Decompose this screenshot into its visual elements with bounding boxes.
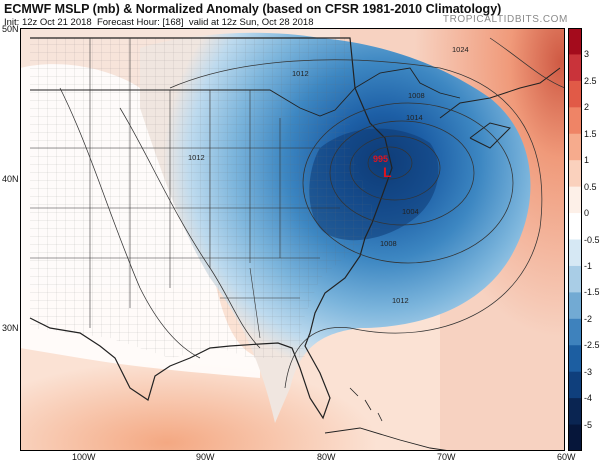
isobar-label-1008-s: 1008 xyxy=(380,239,397,248)
isobar-1000 xyxy=(349,135,441,201)
lat-label-50n: 50N xyxy=(2,24,19,34)
colorbar-swatch xyxy=(568,371,582,399)
colorbar-swatch xyxy=(568,424,582,451)
lat-label-30n: 30N xyxy=(2,323,19,333)
map-subtitle: Init: 12z Oct 21 2018 Forecast Hour: [16… xyxy=(4,17,313,28)
colorbar-label: 0 xyxy=(584,208,590,219)
colorbar-label: -5 xyxy=(584,419,593,430)
county-grid xyxy=(30,38,380,358)
colorbar-swatch xyxy=(568,186,582,214)
isobar-1008 xyxy=(302,102,514,264)
colorbar-swatch xyxy=(568,345,582,373)
colorbar-label: 2.5 xyxy=(584,75,597,86)
colorbar-label: -1.5 xyxy=(584,287,600,298)
lat-label-40n: 40N xyxy=(2,174,19,184)
colorbar-swatch xyxy=(568,54,582,82)
brand-watermark: TROPICALTIDBITS.COM xyxy=(442,14,568,25)
isobar-1004 xyxy=(329,120,475,226)
colorbar-swatch xyxy=(568,265,582,293)
low-pressure-value: 995 xyxy=(373,154,388,164)
colorbar-label: -0.5 xyxy=(584,234,600,245)
isobar-label-1008-n: 1008 xyxy=(408,91,425,100)
init-time: Init: 12z Oct 21 2018 xyxy=(4,17,92,28)
isobar-label-1012-n: 1012 xyxy=(292,69,309,78)
us-coastline xyxy=(29,37,393,420)
isobar-996 xyxy=(367,146,413,180)
canada-border xyxy=(30,67,461,117)
isobar-label-1024: 1024 xyxy=(452,45,469,54)
bahamas-islands xyxy=(349,387,383,422)
isobar-1012 xyxy=(169,59,543,389)
colorbar-label: 1.5 xyxy=(584,128,597,139)
colorbar-swatch xyxy=(568,213,582,241)
colorbar xyxy=(568,28,582,451)
isobar-1024-east xyxy=(489,37,565,89)
colorbar-label: -2 xyxy=(584,313,593,324)
map-title: ECMWF MSLP (mb) & Normalized Anomaly (ba… xyxy=(4,2,502,16)
colorbar-label: -4 xyxy=(584,393,593,404)
forecast-hour: Forecast Hour: [168] xyxy=(96,17,184,28)
cuba-coastline xyxy=(324,427,451,451)
isobar-1020 xyxy=(59,87,201,359)
colorbar-swatch xyxy=(568,398,582,426)
map-frame xyxy=(20,28,565,451)
low-pressure-marker: L xyxy=(383,164,392,180)
colorbar-label: 2 xyxy=(584,102,590,113)
colorbar-swatch xyxy=(568,80,582,108)
colorbar-label: -2.5 xyxy=(584,340,600,351)
isobar-label-1014: 1014 xyxy=(406,113,423,122)
colorbar-swatch xyxy=(568,107,582,135)
map-panel: 995 L 1012 1008 1024 1012 1004 1008 1012… xyxy=(20,28,565,451)
isobar-label-1004: 1004 xyxy=(402,207,419,216)
colorbar-swatch xyxy=(568,239,582,267)
lon-label-100w: 100W xyxy=(72,452,96,461)
colorbar-swatch xyxy=(568,133,582,161)
lon-label-90w: 90W xyxy=(196,452,215,461)
state-lines xyxy=(30,38,340,339)
colorbar-label: -3 xyxy=(584,366,593,377)
colorbar-label: 3 xyxy=(584,49,590,60)
colorbar-swatch xyxy=(568,318,582,346)
isobar-label-1012-se: 1012 xyxy=(392,296,409,305)
colorbar-frame xyxy=(568,28,582,451)
colorbar-swatch xyxy=(568,292,582,320)
colorbar-label: 0.5 xyxy=(584,181,597,192)
lon-label-80w: 80W xyxy=(317,452,336,461)
valid-time: valid at 12z Sun, Oct 28 2018 xyxy=(188,17,314,28)
lon-label-70w: 70W xyxy=(437,452,456,461)
colorbar-swatch xyxy=(568,28,582,56)
lon-label-60w: 60W xyxy=(557,452,576,461)
colorbar-label: -1 xyxy=(584,260,593,271)
maritimes-coastline xyxy=(439,67,561,149)
isobar-1016 xyxy=(119,107,261,349)
colorbar-swatch xyxy=(568,160,582,188)
isobar-label-1012-w: 1012 xyxy=(188,153,205,162)
isobars xyxy=(59,37,565,389)
colorbar-label: 1 xyxy=(584,155,590,166)
